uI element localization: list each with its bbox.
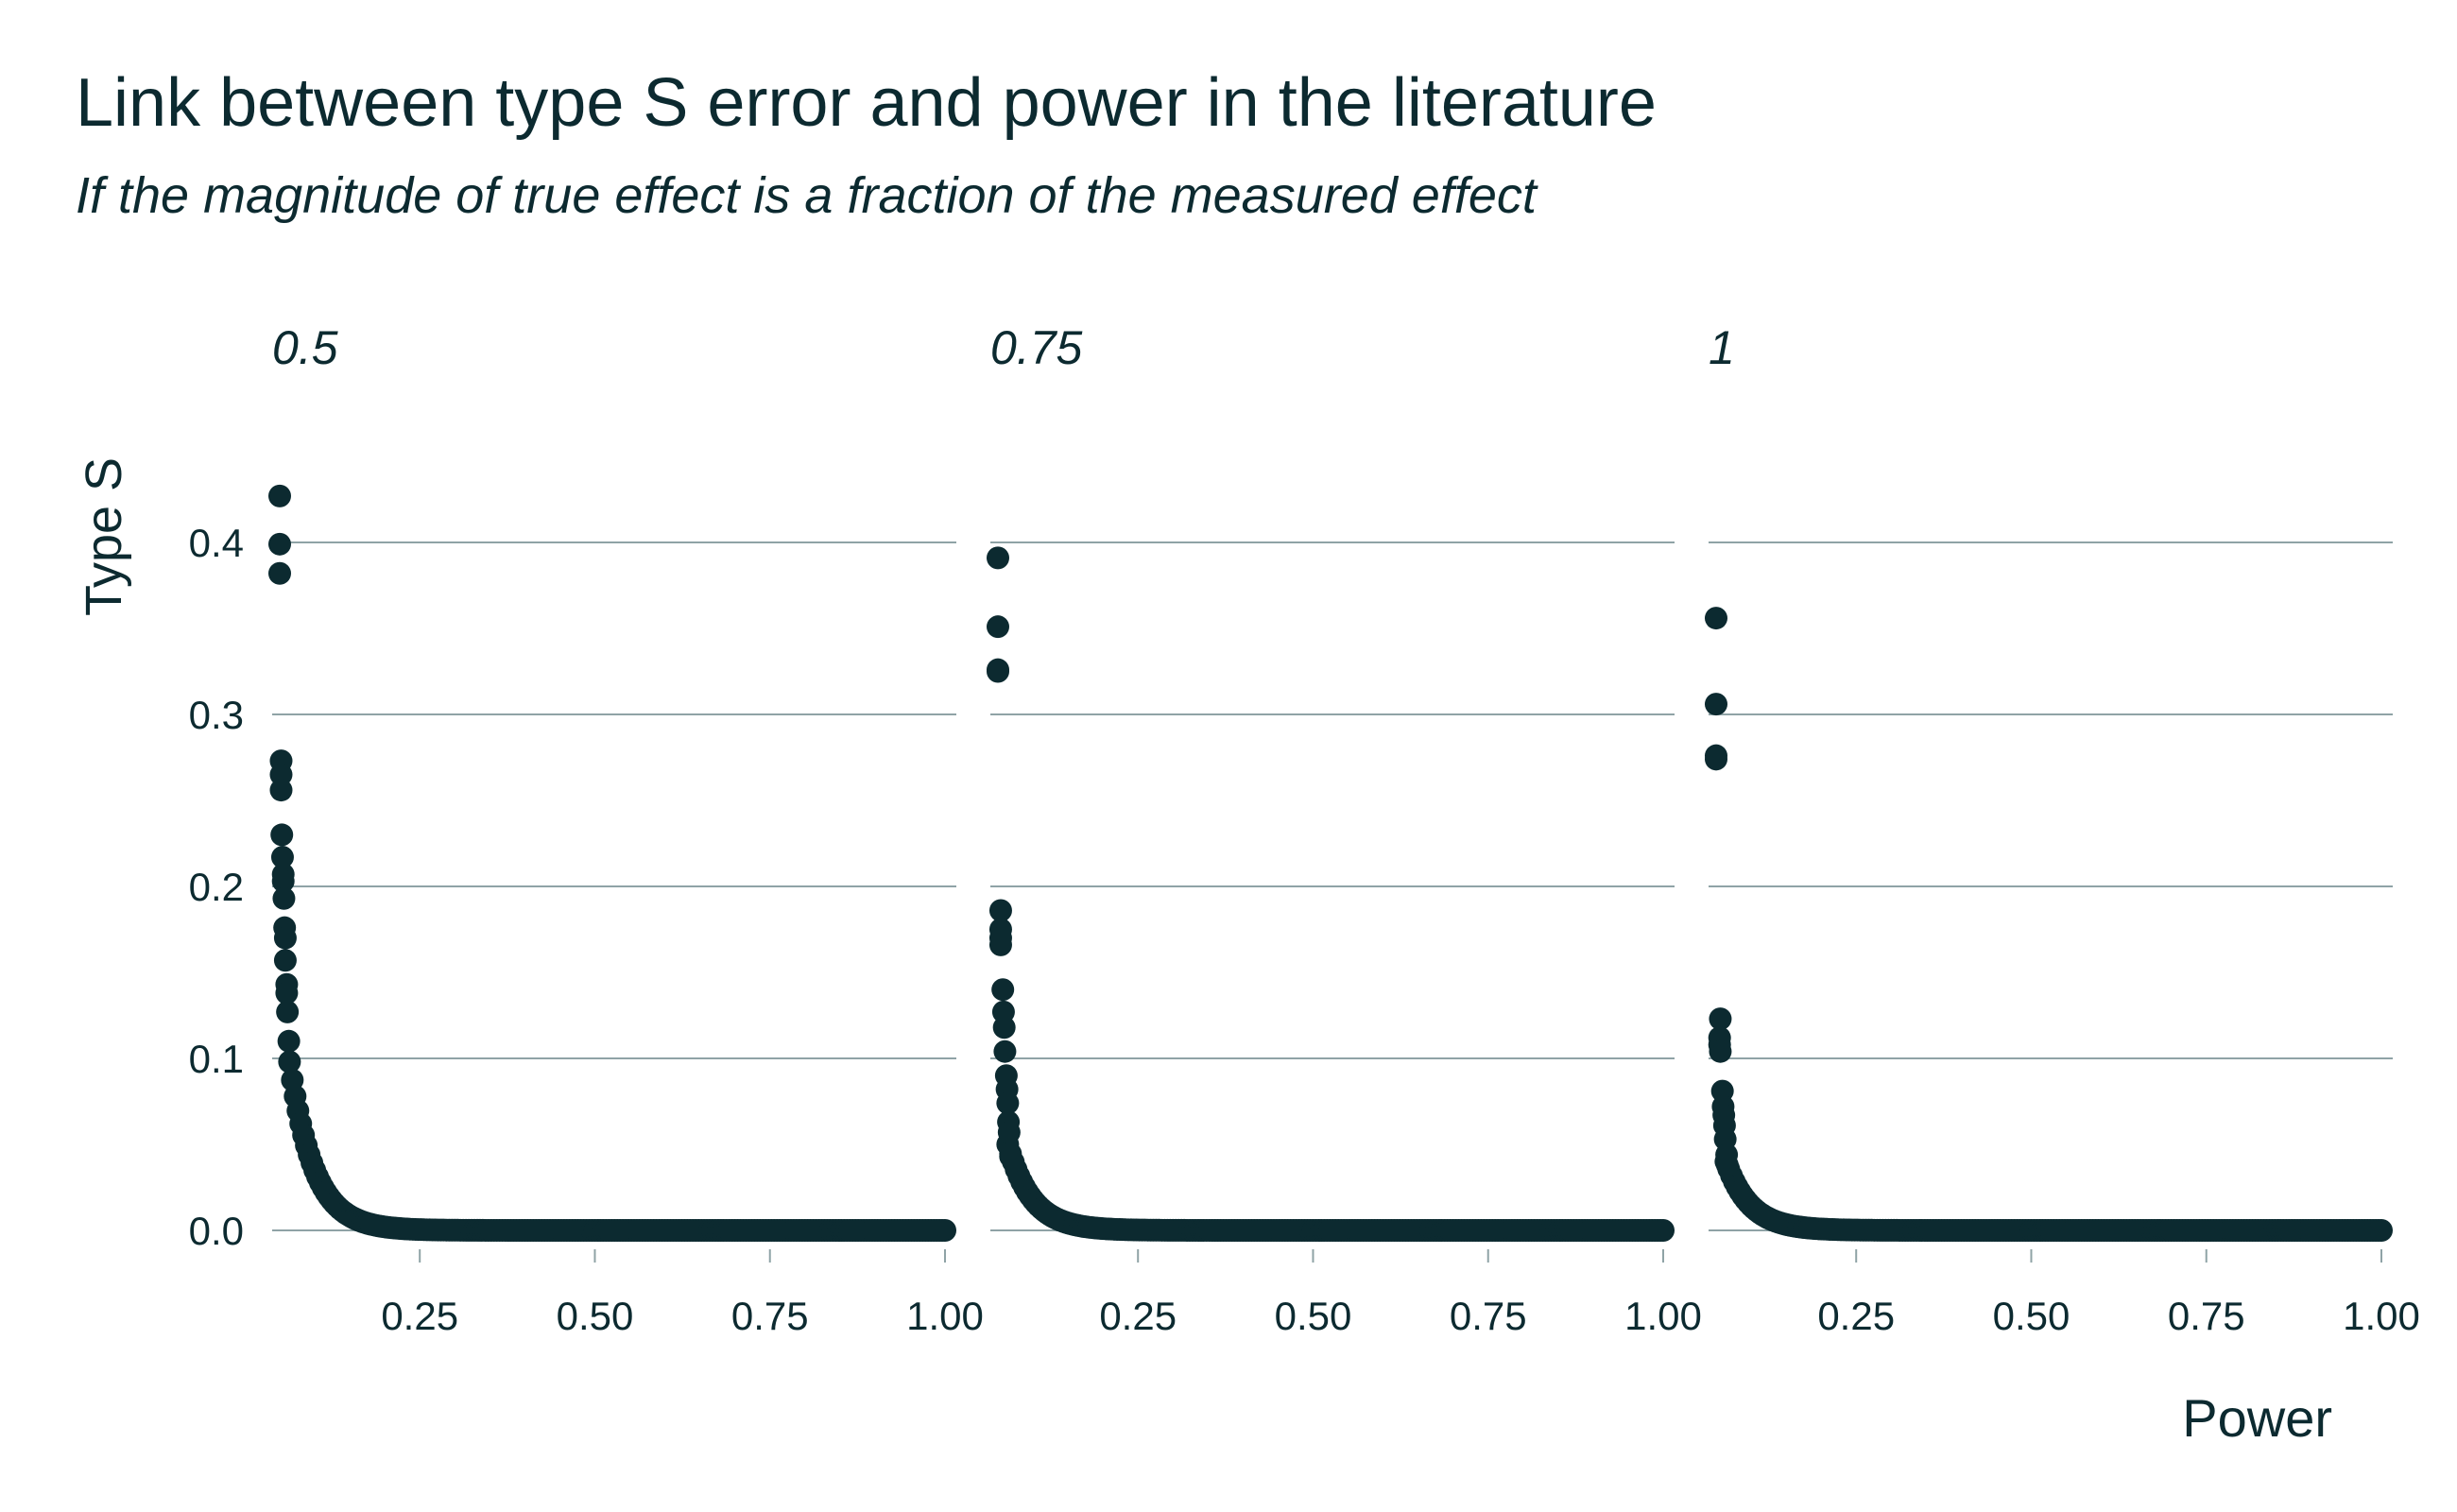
scatter-point <box>1705 607 1727 630</box>
scatter-point <box>273 949 297 972</box>
x-tick-label: 1.00 <box>2343 1294 2420 1338</box>
x-tick-label: 0.50 <box>1993 1294 2070 1338</box>
scatter-point <box>1705 693 1727 716</box>
scatter-point <box>275 981 299 1005</box>
scatter-point <box>277 1029 301 1053</box>
scatter-point <box>276 1000 300 1023</box>
x-tick-label: 0.50 <box>1275 1294 1352 1338</box>
chart-title: Link between type S error and power in t… <box>76 65 1657 141</box>
facet-label: 0.75 <box>990 321 1083 374</box>
x-tick-label: 0.75 <box>731 1294 809 1338</box>
scatter-point <box>268 561 291 585</box>
scatter-point <box>993 1040 1017 1063</box>
scatter-point <box>272 886 296 910</box>
scatter-point <box>271 869 295 893</box>
scatter-point <box>996 1091 1020 1115</box>
y-tick-label: 0.0 <box>189 1209 244 1253</box>
scatter-point <box>988 933 1012 956</box>
facet-label: 0.5 <box>272 321 338 374</box>
y-tick-label: 0.1 <box>189 1037 244 1081</box>
scatter-point <box>988 899 1012 922</box>
x-tick-label: 0.75 <box>1450 1294 1527 1338</box>
scatter-point <box>1715 1153 1739 1177</box>
scatter-point <box>270 823 294 847</box>
x-tick-label: 1.00 <box>1624 1294 1702 1338</box>
scatter-point <box>268 532 291 556</box>
x-tick-label: 0.75 <box>2168 1294 2245 1338</box>
scatter-point <box>999 1144 1022 1168</box>
scatter-point <box>1709 1007 1732 1031</box>
y-tick-label: 0.4 <box>189 521 244 565</box>
x-tick-label: 0.25 <box>381 1294 458 1338</box>
scatter-point <box>934 1219 956 1242</box>
x-tick-label: 0.25 <box>1099 1294 1177 1338</box>
x-tick-label: 0.50 <box>557 1294 634 1338</box>
scatter-point <box>991 978 1015 1002</box>
scatter-point <box>992 1016 1016 1040</box>
scatter-point <box>987 615 1009 639</box>
scatter-point <box>1705 747 1727 771</box>
y-axis-label: Type S <box>76 457 132 616</box>
y-tick-label: 0.3 <box>189 693 244 737</box>
facet-label: 1 <box>1709 321 1735 374</box>
scatter-point <box>2370 1219 2393 1242</box>
chart-subtitle: If the magnitude of true effect is a fra… <box>76 167 1537 224</box>
scatter-point <box>273 926 297 950</box>
scatter-point <box>270 846 294 869</box>
scatter-point <box>269 779 293 802</box>
x-tick-label: 0.25 <box>1817 1294 1895 1338</box>
y-tick-label: 0.2 <box>189 865 244 909</box>
scatter-point <box>268 484 291 507</box>
scatter-point <box>278 1050 301 1074</box>
x-tick-label: 1.00 <box>906 1294 984 1338</box>
scatter-point <box>997 1121 1021 1144</box>
scatter-point <box>1652 1219 1675 1242</box>
scatter-point <box>987 546 1009 570</box>
scatter-point <box>987 660 1009 683</box>
scatter-point <box>1709 1040 1732 1063</box>
x-axis-label: Power <box>2182 1388 2332 1448</box>
